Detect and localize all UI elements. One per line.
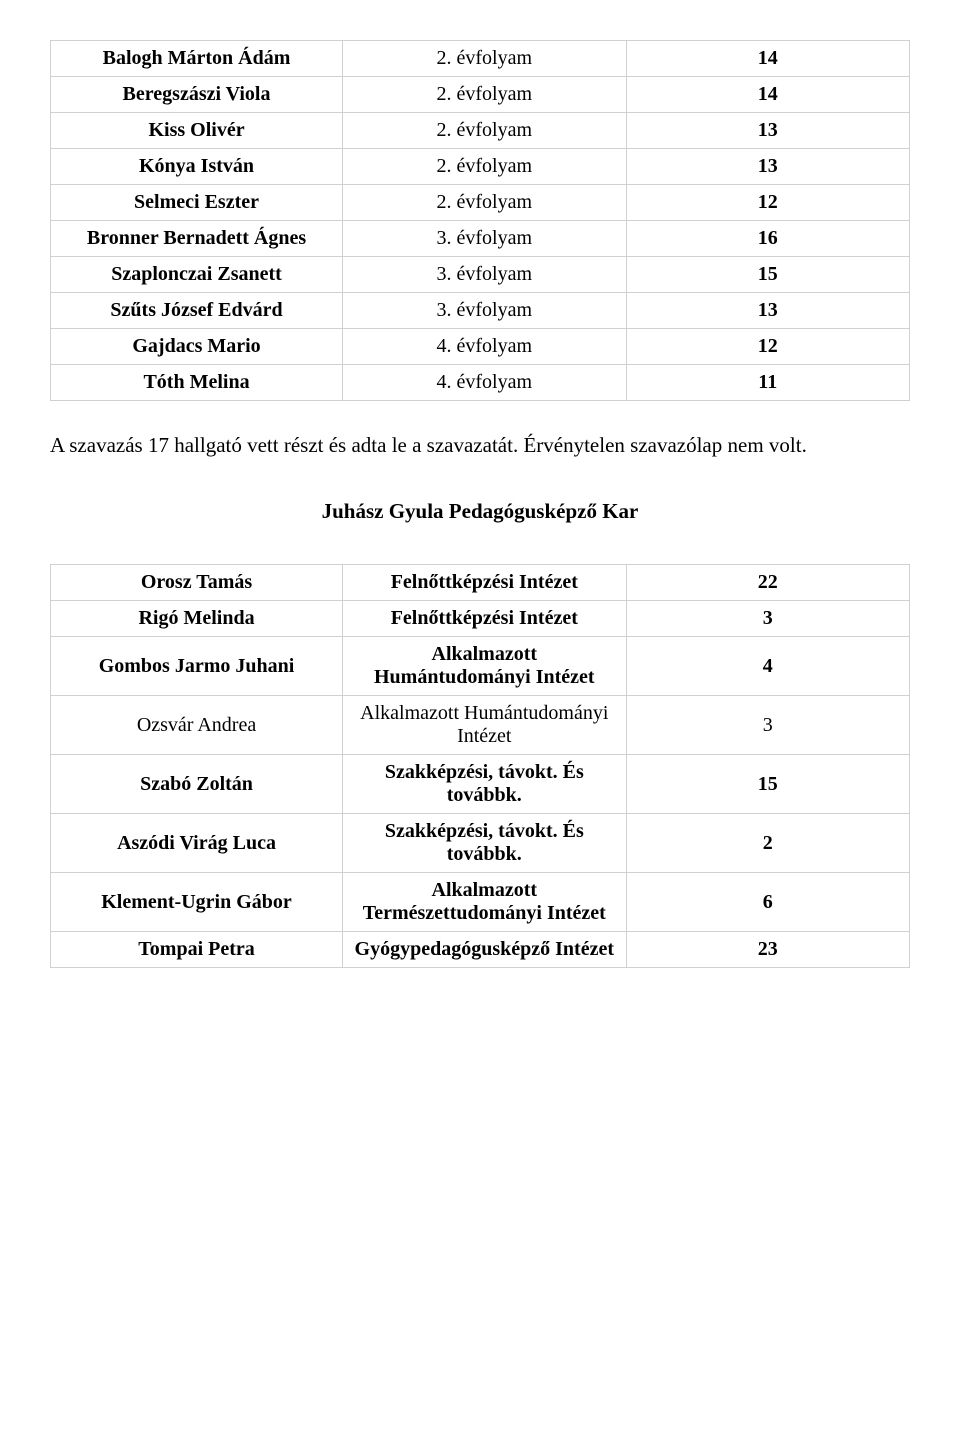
table-row: Bronner Bernadett Ágnes3. évfolyam16 <box>51 221 910 257</box>
table-row: Aszódi Virág LucaSzakképzési, távokt. És… <box>51 814 910 873</box>
table-row: Balogh Márton Ádám2. évfolyam14 <box>51 41 910 77</box>
student-score: 14 <box>626 77 909 113</box>
student-score: 16 <box>626 221 909 257</box>
student-name: Selmeci Eszter <box>51 185 343 221</box>
person-name: Tompai Petra <box>51 932 343 968</box>
table-row: Beregszászi Viola2. évfolyam14 <box>51 77 910 113</box>
student-name: Bronner Bernadett Ágnes <box>51 221 343 257</box>
section-title: Juhász Gyula Pedagógusképző Kar <box>50 499 910 524</box>
person-name: Gombos Jarmo Juhani <box>51 637 343 696</box>
score: 3 <box>626 696 909 755</box>
person-name: Aszódi Virág Luca <box>51 814 343 873</box>
table-row: Ozsvár AndreaAlkalmazott Humántudományi … <box>51 696 910 755</box>
person-name: Orosz Tamás <box>51 565 343 601</box>
table-row: Klement-Ugrin GáborAlkalmazott Természet… <box>51 873 910 932</box>
student-name: Kónya István <box>51 149 343 185</box>
student-score: 11 <box>626 365 909 401</box>
student-grade: 3. évfolyam <box>343 257 626 293</box>
student-grade: 2. évfolyam <box>343 113 626 149</box>
table-row: Tompai PetraGyógypedagógusképző Intézet2… <box>51 932 910 968</box>
table-row: Kiss Olivér2. évfolyam13 <box>51 113 910 149</box>
person-name: Klement-Ugrin Gábor <box>51 873 343 932</box>
student-name: Beregszászi Viola <box>51 77 343 113</box>
table-row: Szaplonczai Zsanett3. évfolyam15 <box>51 257 910 293</box>
institute: Szakképzési, távokt. És továbbk. <box>343 814 626 873</box>
institute: Felnőttképzési Intézet <box>343 601 626 637</box>
student-name: Balogh Márton Ádám <box>51 41 343 77</box>
score: 6 <box>626 873 909 932</box>
score: 15 <box>626 755 909 814</box>
score: 3 <box>626 601 909 637</box>
score: 23 <box>626 932 909 968</box>
student-name: Szaplonczai Zsanett <box>51 257 343 293</box>
student-score: 12 <box>626 185 909 221</box>
institute: Szakképzési, távokt. És továbbk. <box>343 755 626 814</box>
score: 2 <box>626 814 909 873</box>
score: 22 <box>626 565 909 601</box>
table-row: Selmeci Eszter2. évfolyam12 <box>51 185 910 221</box>
institute: Alkalmazott Humántudományi Intézet <box>343 637 626 696</box>
person-name: Ozsvár Andrea <box>51 696 343 755</box>
student-grade: 3. évfolyam <box>343 221 626 257</box>
student-grade: 2. évfolyam <box>343 185 626 221</box>
summary-paragraph: A szavazás 17 hallgató vett részt és adt… <box>50 431 910 459</box>
student-score: 12 <box>626 329 909 365</box>
student-score: 13 <box>626 293 909 329</box>
table-row: Szabó ZoltánSzakképzési, távokt. És tová… <box>51 755 910 814</box>
student-grade: 2. évfolyam <box>343 41 626 77</box>
student-name: Szűts József Edvárd <box>51 293 343 329</box>
score: 4 <box>626 637 909 696</box>
student-grade: 2. évfolyam <box>343 77 626 113</box>
student-grade: 4. évfolyam <box>343 365 626 401</box>
student-name: Gajdacs Mario <box>51 329 343 365</box>
student-score: 14 <box>626 41 909 77</box>
person-name: Szabó Zoltán <box>51 755 343 814</box>
results-table-2: Orosz TamásFelnőttképzési Intézet22Rigó … <box>50 564 910 968</box>
person-name: Rigó Melinda <box>51 601 343 637</box>
student-grade: 3. évfolyam <box>343 293 626 329</box>
table-row: Orosz TamásFelnőttképzési Intézet22 <box>51 565 910 601</box>
table-row: Gajdacs Mario4. évfolyam12 <box>51 329 910 365</box>
table-row: Rigó MelindaFelnőttképzési Intézet3 <box>51 601 910 637</box>
student-grade: 4. évfolyam <box>343 329 626 365</box>
student-score: 13 <box>626 149 909 185</box>
table-row: Kónya István2. évfolyam13 <box>51 149 910 185</box>
table-row: Szűts József Edvárd3. évfolyam13 <box>51 293 910 329</box>
student-name: Tóth Melina <box>51 365 343 401</box>
institute: Alkalmazott Természettudományi Intézet <box>343 873 626 932</box>
institute: Alkalmazott Humántudományi Intézet <box>343 696 626 755</box>
student-name: Kiss Olivér <box>51 113 343 149</box>
student-score: 15 <box>626 257 909 293</box>
results-table-1: Balogh Márton Ádám2. évfolyam14Beregszás… <box>50 40 910 401</box>
institute: Gyógypedagógusképző Intézet <box>343 932 626 968</box>
table-row: Gombos Jarmo JuhaniAlkalmazott Humántudo… <box>51 637 910 696</box>
institute: Felnőttképzési Intézet <box>343 565 626 601</box>
table-row: Tóth Melina4. évfolyam11 <box>51 365 910 401</box>
student-score: 13 <box>626 113 909 149</box>
student-grade: 2. évfolyam <box>343 149 626 185</box>
